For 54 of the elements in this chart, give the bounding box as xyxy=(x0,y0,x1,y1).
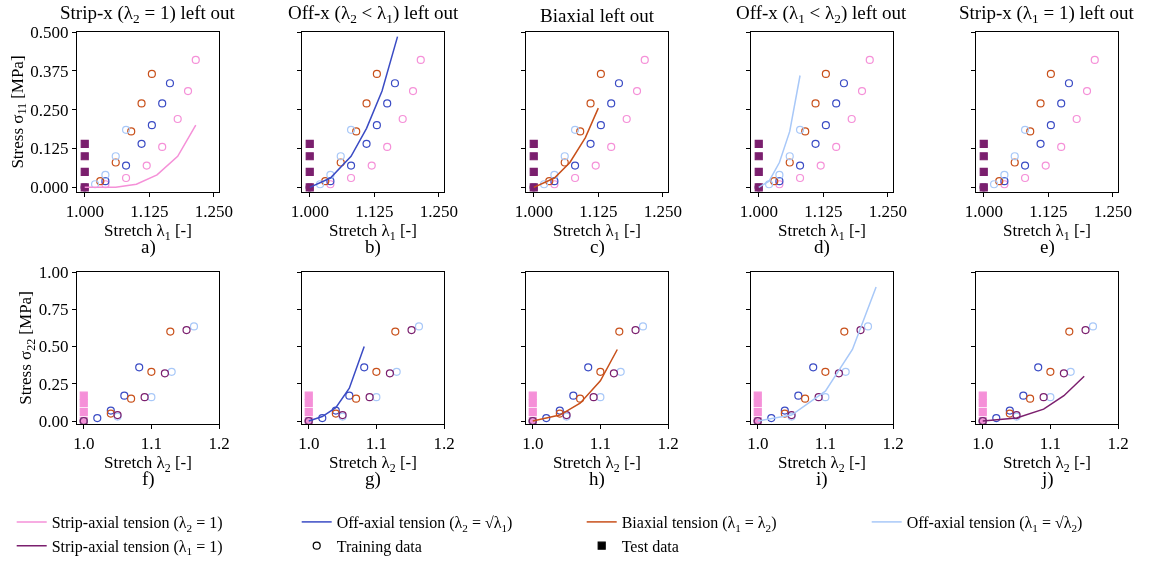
chart-title: Off-x (λ$_{1}$ < λ$_{2}$) left out xyxy=(736,2,908,26)
x-tick-label: 1.250 xyxy=(643,202,682,222)
y-tick-label: 0.250 xyxy=(30,100,69,120)
legend-label: Off-axial tension (λ$_{2}$ = √λ$_{1}$) xyxy=(336,514,513,534)
x-tick-label: 1.000 xyxy=(964,202,1003,222)
legend-label: Biaxial tension (λ$_{1}$ = λ$_{2}$) xyxy=(621,514,777,534)
x-tick-label: 1.2 xyxy=(657,434,679,454)
y-tick-label: 0.125 xyxy=(30,139,69,159)
text: c) xyxy=(590,236,605,258)
y-tick-label: 1.00 xyxy=(38,262,69,282)
y-tick-label: 0.25 xyxy=(38,374,69,394)
x-tick-label: 1.1 xyxy=(589,434,612,454)
y-tick-label: 0.00 xyxy=(38,411,69,431)
chart-title: Biaxial left out xyxy=(540,5,655,26)
x-tick-label: 1.250 xyxy=(194,202,233,222)
legend-label: Training data xyxy=(336,537,422,556)
x-tick-label: 1.250 xyxy=(868,202,907,222)
x-tick-label: 1.1 xyxy=(365,434,388,454)
x-tick-label: 1.125 xyxy=(130,202,169,222)
x-tick-label: 1.2 xyxy=(882,434,904,454)
x-tick-label: 1.125 xyxy=(579,202,618,222)
x-tick-label: 1.250 xyxy=(419,202,458,222)
x-tick-label: 1.000 xyxy=(739,202,778,222)
x-tick-label: 1.0 xyxy=(73,434,95,454)
y-tick-label: 0.50 xyxy=(38,337,69,357)
text: Strip-axial tension (λ$_{1}$ = 1) xyxy=(51,537,223,558)
x-tick-label: 1.125 xyxy=(1029,202,1068,222)
text: g) xyxy=(365,468,381,490)
x-tick-label: 1.1 xyxy=(140,434,163,454)
x-tick-label: 1.000 xyxy=(514,202,553,222)
chart-title: Strip-x (λ$_{1}$ = 1) left out xyxy=(959,2,1135,26)
y-tick-label: 0.75 xyxy=(38,300,69,320)
x-tick-label: 1.0 xyxy=(298,434,320,454)
legend-label: Strip-axial tension (λ$_{2}$ = 1) xyxy=(51,514,223,534)
x-tick-label: 1.1 xyxy=(814,434,837,454)
x-tick-label: 1.0 xyxy=(747,434,769,454)
x-tick-label: 1.125 xyxy=(804,202,843,222)
x-tick-label: 1.2 xyxy=(208,434,230,454)
x-tick-label: 1.0 xyxy=(972,434,994,454)
x-tick-label: 1.000 xyxy=(290,202,329,222)
x-tick-label: 1.000 xyxy=(65,202,104,222)
x-tick-label: 1.125 xyxy=(355,202,394,222)
y-tick-label: 0.375 xyxy=(30,61,69,81)
text: a) xyxy=(141,236,156,258)
chart-title: Off-x (λ$_{2}$ < λ$_{1}$) left out xyxy=(288,2,460,26)
x-tick-label: 1.250 xyxy=(1093,202,1132,222)
x-tick-label: 1.2 xyxy=(1107,434,1129,454)
legend-label: Test data xyxy=(621,537,679,555)
x-tick-label: 1.2 xyxy=(433,434,455,454)
y-tick-label: 0.000 xyxy=(30,178,69,198)
legend-label: Off-axial tension (λ$_{1}$ = √λ$_{2}$) xyxy=(906,514,1083,534)
x-tick-label: 1.0 xyxy=(522,434,544,454)
x-tick-label: 1.1 xyxy=(1039,434,1062,454)
text: e) xyxy=(1040,236,1055,258)
